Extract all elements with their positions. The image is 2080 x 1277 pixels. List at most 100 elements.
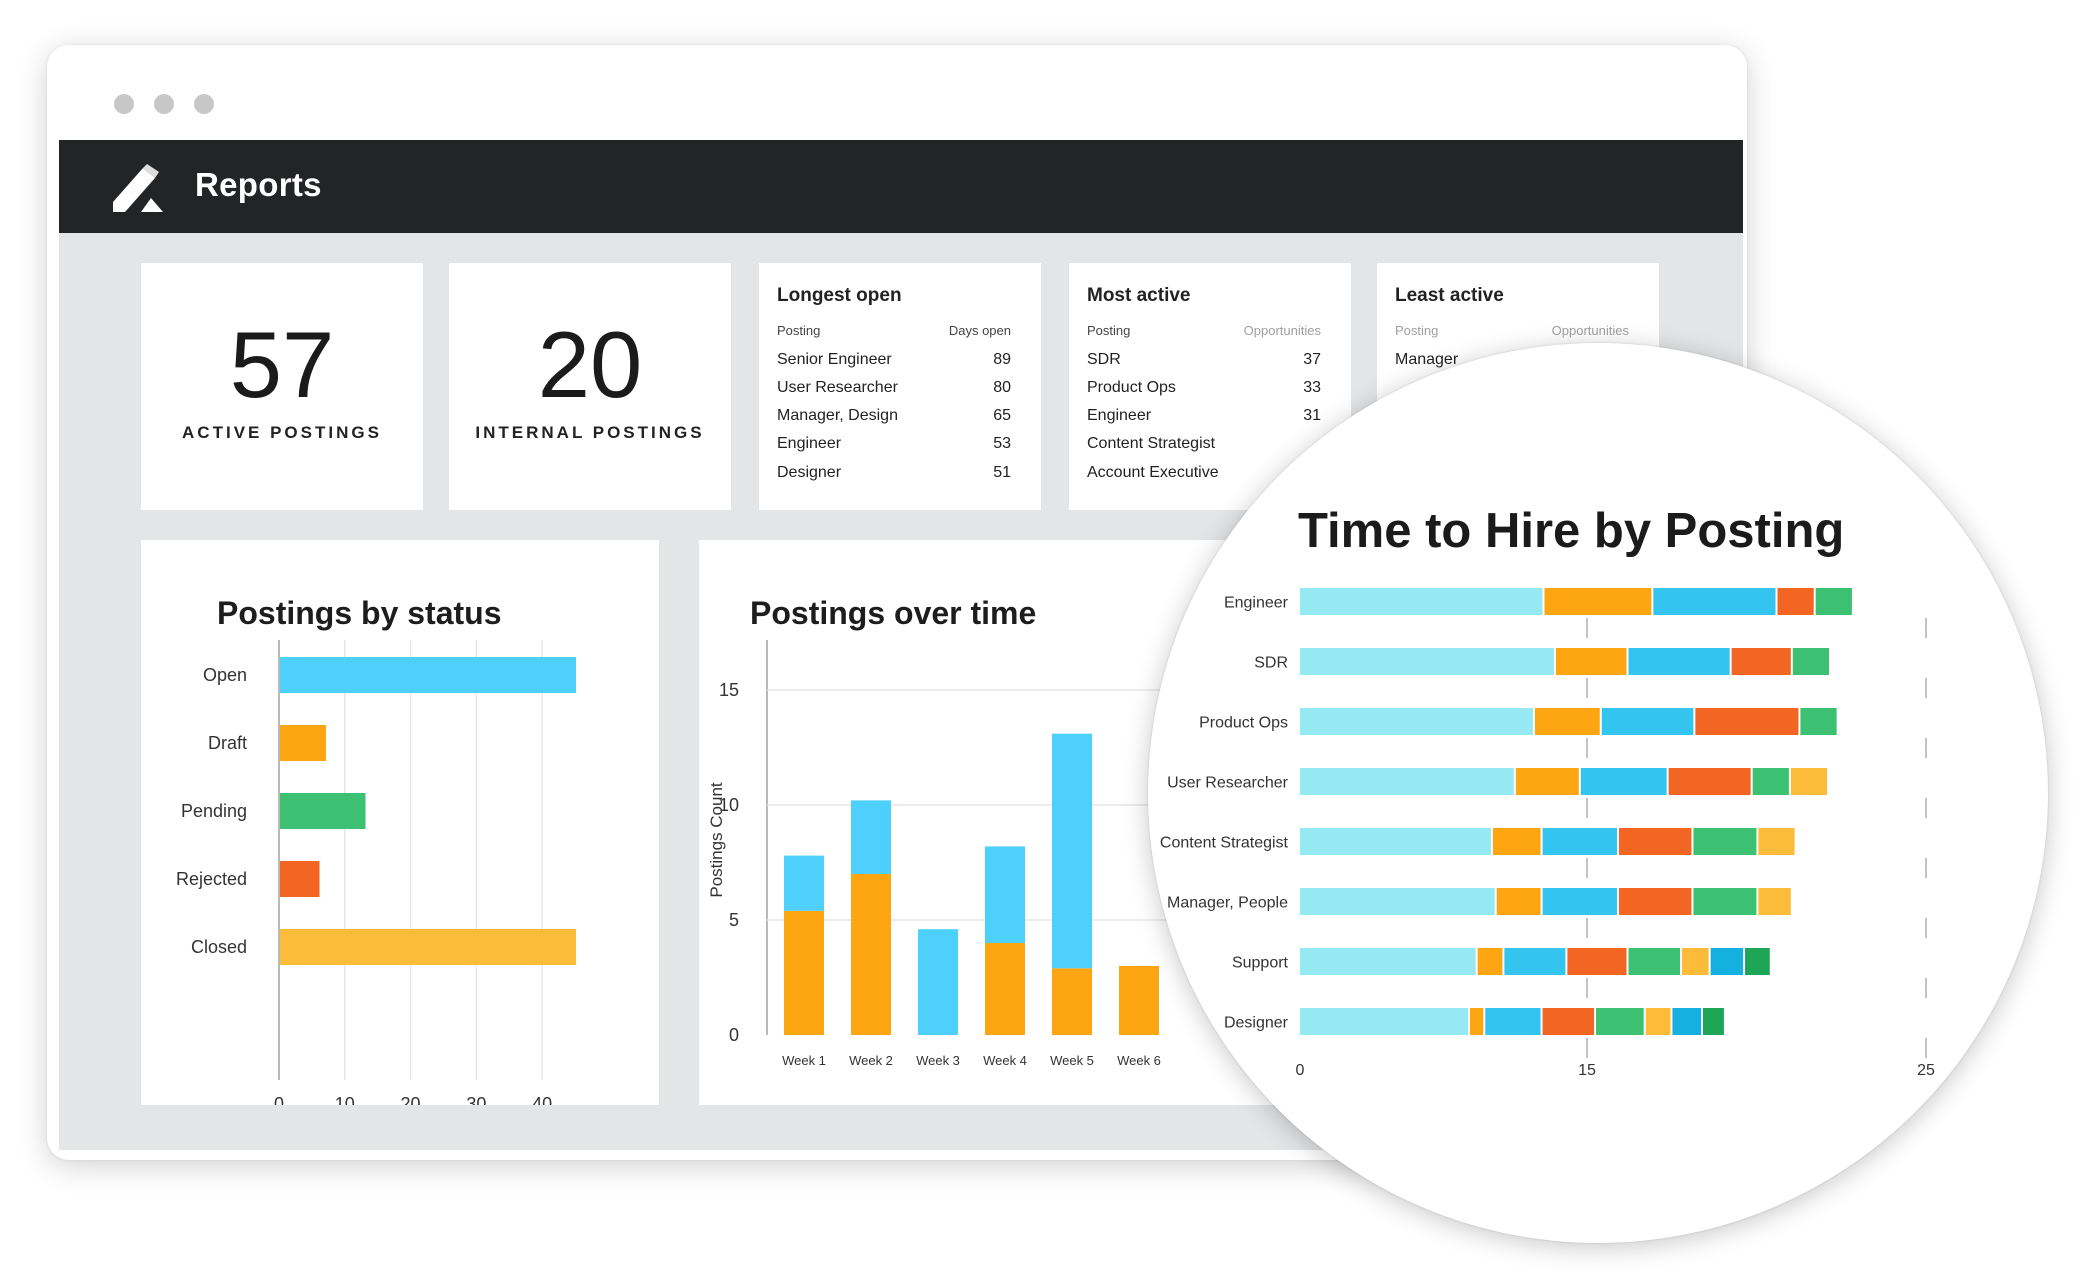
active-postings-card[interactable]: 57 ACTIVE POSTINGS [141,263,423,510]
longest-open-card: Longest open Posting Days open Senior En… [759,263,1041,510]
postings-over-time-chart: 0 5 10 15 Postings Count Week 1 Week 2 Week 3 We… [707,640,1299,1068]
postings-over-time-title: Postings over time [750,595,1037,631]
list-item[interactable]: Manager [1395,351,1459,368]
x-tick-label: 30 [466,1094,486,1105]
list-item[interactable]: Content Strategist [1087,435,1216,452]
bar-segment [1758,828,1795,855]
list-item[interactable]: Senior Engineer 89 [777,351,1011,368]
column-header-posting: Posting [1087,323,1131,338]
bar-segment [1300,648,1554,675]
y-tick-label: Engineer [1224,595,1289,612]
postings-by-status-card: Postings by status 0 10 20 30 40 Open Draft Pen… [141,540,659,1105]
bar-segment [1485,1008,1541,1035]
y-tick-label: Designer [1224,1015,1289,1032]
x-tick-label: 40 [532,1094,552,1105]
bar-segment [1758,888,1791,915]
window-dot-icon[interactable] [194,94,214,114]
list-item[interactable]: Engineer 31 [1087,407,1321,424]
bar-segment [1710,948,1744,975]
bar-segment [1555,648,1627,675]
y-tick-label: Product Ops [1199,715,1288,732]
y-axis-label: Postings Count [707,782,726,898]
x-tick-label: Week 4 [983,1053,1027,1068]
bar-segment [1731,648,1791,675]
y-tick-label: Rejected [176,869,247,889]
x-tick-label: 15 [1578,1062,1596,1079]
bar-rejected [280,861,320,897]
list-item[interactable]: Manager, Design 65 [777,407,1011,424]
y-tick-label: Closed [191,937,247,957]
bar-segment [1668,768,1751,795]
time-to-hire-title: Time to Hire by Posting [1298,504,1845,558]
column-header-posting: Posting [1395,323,1439,338]
bar-segment [1618,888,1692,915]
column-segment [1052,968,1092,1035]
bar-segment [1815,588,1852,615]
bar-segment [1542,1008,1595,1035]
bar-segment [1653,588,1776,615]
bar-segment [1777,588,1814,615]
column-header-days-open: Days open [948,323,1011,338]
active-postings-count: 57 [229,312,335,417]
longest-open-title: Longest open [777,285,902,306]
bar-segment [1672,1008,1702,1035]
postings-by-status-chart: 0 10 20 30 40 Open Draft Pending Rejected Closed [176,640,576,1105]
column-header-opportunities: Opportunities [1243,323,1321,338]
bar-segment [1300,888,1495,915]
list-item[interactable]: SDR 37 [1087,351,1321,368]
x-tick-label: Week 6 [1117,1053,1161,1068]
y-tick-label: Draft [208,733,247,753]
list-item[interactable]: Engineer 53 [777,435,1011,452]
window-dot-icon[interactable] [114,94,134,114]
x-tick-label: Week 1 [782,1053,826,1068]
y-tick-label: 0 [729,1025,739,1045]
internal-postings-count: 20 [537,312,643,417]
x-tick-label: 0 [274,1094,284,1105]
bar-pending [280,793,366,829]
y-tick-label: Support [1232,955,1289,972]
bar-segment [1601,708,1694,735]
app-header: Reports [59,140,1743,233]
column-segment [851,874,891,1035]
bar-segment [1567,948,1627,975]
x-tick-label: 10 [335,1094,355,1105]
y-tick-label: SDR [1254,655,1288,672]
bar-segment [1745,948,1770,975]
bar-segment [1504,948,1566,975]
bar-draft [280,725,327,761]
bar-segment [1542,828,1617,855]
most-active-header: Posting Opportunities [1087,323,1321,338]
least-active-title: Least active [1395,285,1504,306]
list-item[interactable]: Product Ops 33 [1087,379,1321,396]
x-tick-label: Week 2 [849,1053,893,1068]
most-active-title: Most active [1087,285,1191,306]
bar-segment [1682,948,1709,975]
bar-segment [1645,1008,1671,1035]
time-to-hire-chart: 0 15 25 Engineer SDR Product Ops User Research… [1160,588,1935,1083]
column-segment [918,929,958,1035]
list-item[interactable]: User Researcher 80 [777,379,1011,396]
bar-segment [1300,588,1543,615]
bar-segment [1300,1008,1468,1035]
bar-segment [1693,888,1757,915]
list-item[interactable]: Account Executive [1087,464,1219,481]
bar-segment [1300,708,1533,735]
y-tick-label: Content Strategist [1160,835,1289,852]
bar-segment [1792,648,1829,675]
bar-segment [1790,768,1828,795]
page-title: Reports [195,166,322,203]
bar-segment [1469,1008,1484,1035]
x-tick-label: 20 [401,1094,421,1105]
window-dot-icon[interactable] [154,94,174,114]
internal-postings-card[interactable]: 20 INTERNAL POSTINGS [449,263,731,510]
bar-segment [1515,768,1579,795]
bar-closed [280,929,576,965]
lever-logo-icon [113,164,163,212]
magnified-chart-lens: Time to Hire by Posting 0 15 25 Engineer SDR… [1148,343,2048,1243]
least-active-header: Posting Opportunities [1395,323,1629,338]
y-tick-label: Open [203,665,247,685]
bar-segment [1695,708,1799,735]
bar-segment [1300,768,1514,795]
column-segment [851,800,891,874]
list-item[interactable]: Designer 51 [777,464,1011,481]
